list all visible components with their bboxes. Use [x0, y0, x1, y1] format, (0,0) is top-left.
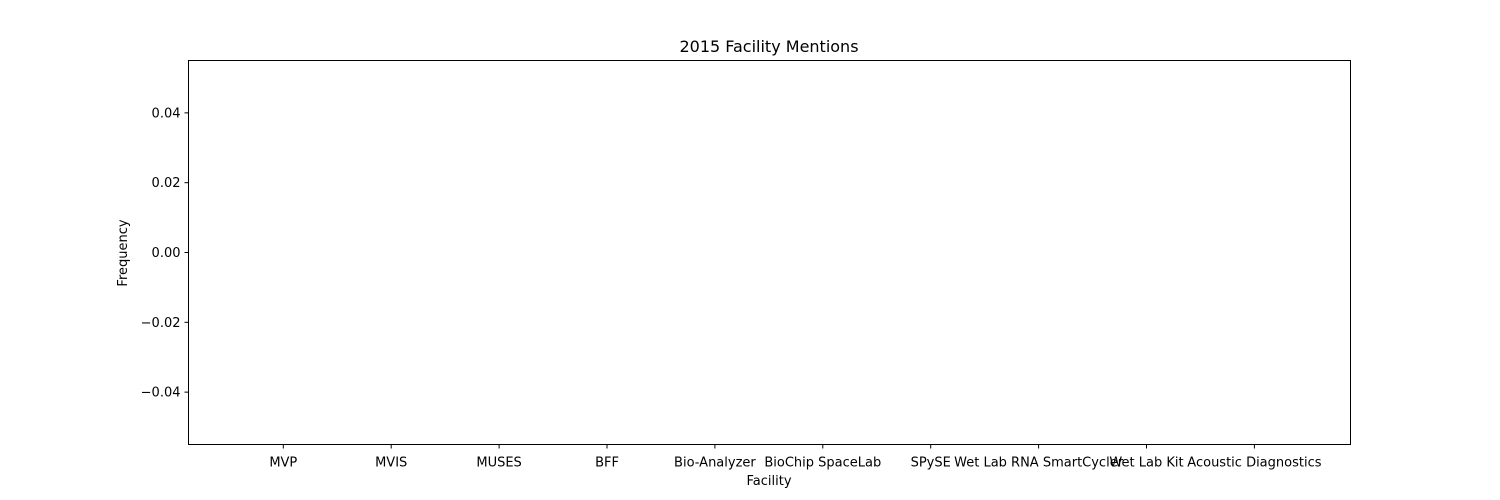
y-tick-label: −0.02: [141, 316, 181, 331]
y-tick-label: −0.04: [141, 386, 181, 401]
y-tick-label: 0.04: [152, 106, 181, 121]
x-tick-label: MUSES: [476, 456, 521, 471]
x-tick-label: MVIS: [375, 456, 407, 471]
x-tick-label: BioChip SpaceLab: [764, 456, 881, 471]
x-tick-label: MVP: [269, 456, 297, 471]
chart-title: 2015 Facility Mentions: [679, 37, 858, 56]
y-axis: 0.04 0.02 0.00 −0.02 −0.04: [141, 106, 189, 401]
plot-frame: [188, 60, 1351, 445]
x-tick-label: BFF: [595, 456, 619, 471]
x-tick-label: Acoustic Diagnostics: [1187, 456, 1321, 471]
y-tick-label: 0.00: [152, 246, 181, 261]
y-axis-label: Frequency: [116, 219, 131, 286]
x-tick-label: Wet Lab Kit: [1109, 456, 1183, 471]
x-axis: MVP MVIS MUSES BFF Bio-Analyzer BioChip Space…: [269, 444, 1322, 471]
x-tick-label: Bio-Analyzer: [674, 456, 756, 471]
x-tick-label: SPySE: [911, 456, 951, 471]
y-tick-label: 0.02: [152, 176, 181, 191]
x-tick-label: Wet Lab RNA SmartCycler: [954, 456, 1124, 471]
x-axis-label: Facility: [746, 474, 791, 489]
